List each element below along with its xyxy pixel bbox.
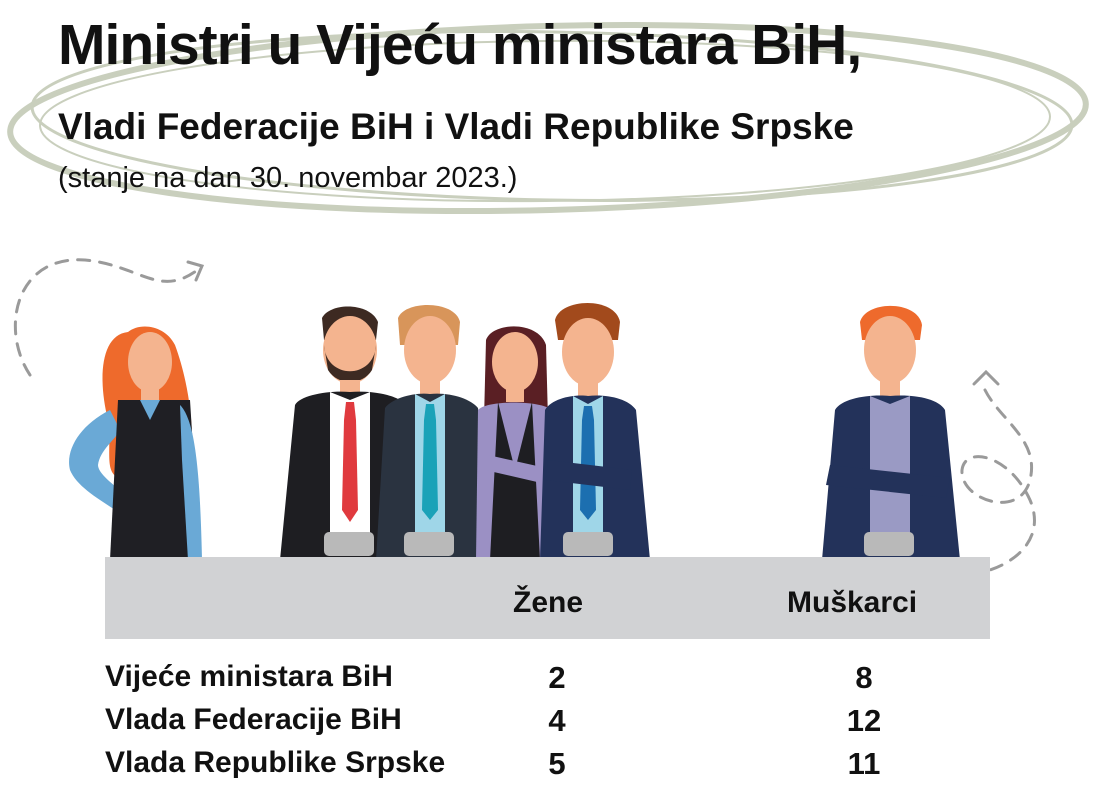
person-man-right — [822, 305, 960, 560]
person-woman-left — [69, 326, 202, 560]
page-title: Ministri u Vijeću ministara BiH, — [58, 13, 862, 77]
column-header-muskarci: Muškarci — [787, 586, 918, 619]
row-label-rs: Vlada Republike Srpske — [105, 746, 446, 779]
dashed-arrow-left — [13, 258, 202, 377]
page-subtitle: Vladi Federacije BiH i Vladi Republike S… — [58, 106, 854, 147]
value-vijece-zene: 2 — [548, 660, 566, 695]
value-vijece-muskarci: 8 — [855, 660, 873, 695]
person-man-navy — [540, 303, 650, 560]
date-note: (stanje na dan 30. novembar 2023.) — [58, 162, 518, 194]
row-label-vijece: Vijeće ministara BiH — [105, 660, 393, 693]
row-label-fbih: Vlada Federacije BiH — [105, 703, 402, 736]
column-header-zene: Žene — [513, 586, 584, 619]
value-fbih-muskarci: 12 — [846, 703, 882, 738]
value-rs-zene: 5 — [548, 746, 566, 781]
value-fbih-zene: 4 — [548, 703, 566, 738]
table-header-bar — [105, 557, 990, 639]
person-man-teal-tie — [376, 304, 490, 560]
person-woman-middle — [476, 326, 560, 560]
value-rs-muskarci: 11 — [847, 746, 881, 781]
dashed-arrow-right — [960, 388, 1036, 572]
